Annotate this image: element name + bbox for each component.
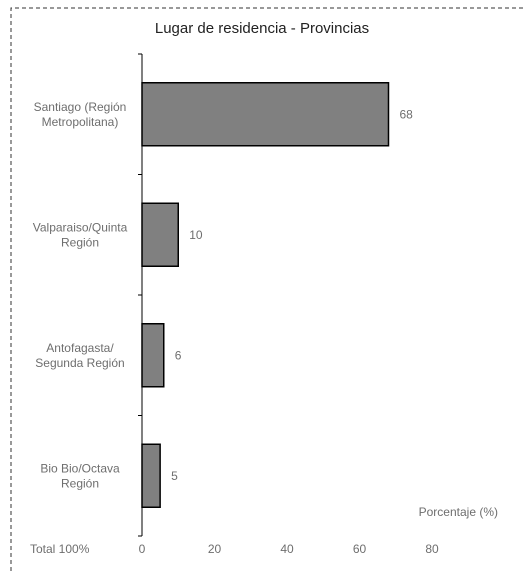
category-label: Valparaiso/Quinta Región (33, 220, 128, 249)
category-label: Bio Bio/Octava Región (40, 461, 120, 490)
bar-value-label: 10 (189, 228, 203, 242)
bar-value-label: 68 (400, 107, 414, 121)
total-footnote: Total 100% (30, 542, 90, 556)
bar (141, 202, 179, 267)
axes-group: Santiago (Región Metropolitana) Valparaiso… (33, 53, 439, 556)
x-tick-label: 60 (353, 542, 367, 556)
category-label: Santiago (Región Metropolitana) (34, 100, 127, 129)
chart-title: Lugar de residencia - Provincias (155, 20, 369, 37)
category-label: Antofagasta/Segunda Región (35, 341, 124, 370)
bars-group: 68 10 6 5 (141, 82, 414, 508)
bar (141, 82, 390, 147)
x-tick-label: 40 (280, 542, 294, 556)
bar (141, 323, 165, 388)
x-tick-label: 20 (208, 542, 222, 556)
x-axis-label: Porcentaje (%) (419, 505, 498, 519)
bar-value-label: 5 (171, 469, 178, 483)
x-tick-label: 0 (139, 542, 146, 556)
x-tick-label: 80 (425, 542, 439, 556)
bar (141, 443, 161, 508)
bar-value-label: 6 (175, 348, 182, 362)
